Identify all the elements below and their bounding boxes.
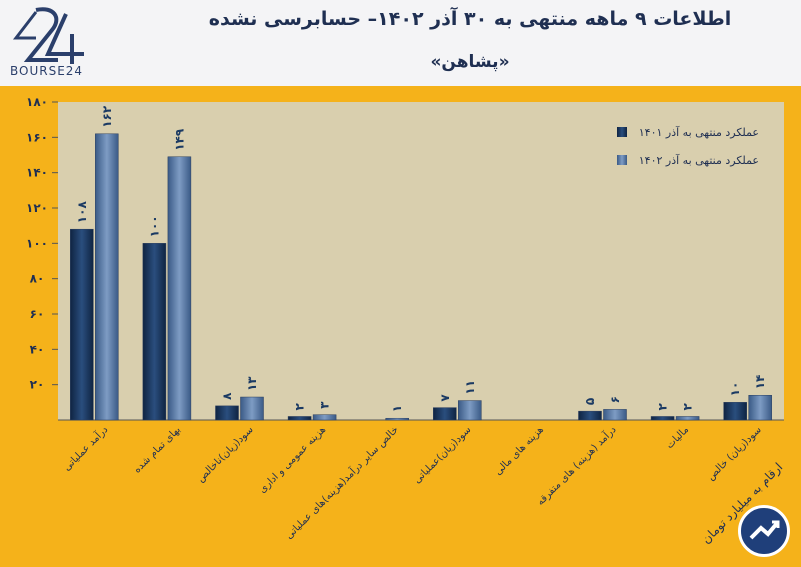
data-label: ۱۰ <box>728 382 742 397</box>
data-label: ۲ <box>656 402 670 410</box>
x-tick-label: هزینه های مالی <box>493 424 546 477</box>
x-tick-label: هزینه عمومی و اداری <box>257 424 328 495</box>
bar-1401 <box>723 402 747 421</box>
y-tick-label: ۴۰ <box>30 342 45 356</box>
chart-title: اطلاعات ۹ ماهه منتهی به ۳۰ آذر ۱۴۰۲– حسا… <box>208 8 732 30</box>
bar-1402 <box>167 156 192 421</box>
y-tick-label: ۸۰ <box>30 272 45 286</box>
y-tick-label: ۲۰ <box>30 378 45 392</box>
bar-1401 <box>70 228 94 421</box>
bar-1402 <box>95 133 119 421</box>
x-tick-label: سود(زیان) خالص <box>705 424 763 482</box>
bar-1402 <box>675 416 700 421</box>
y-tick-label: ۱۲۰ <box>26 201 48 215</box>
bar-1401 <box>287 416 312 421</box>
data-label: ۵ <box>583 398 597 405</box>
legend-swatch-1401 <box>617 127 627 137</box>
data-label: ۷ <box>438 394 452 402</box>
bar-1402 <box>458 400 482 421</box>
bar-1402 <box>603 409 627 421</box>
data-label: ۱ <box>390 405 404 412</box>
x-tick-label: درآمد (هزینه) های متفرقه <box>534 423 619 508</box>
y-tick-label: ۱۰۰ <box>26 236 48 250</box>
x-tick-label: سود(زیان)ناخالص <box>195 424 255 484</box>
data-label: ۲ <box>293 402 307 410</box>
bar-1402 <box>312 414 337 421</box>
plot-area <box>58 102 784 420</box>
bar-1401 <box>215 405 239 421</box>
data-label: ۱۳ <box>245 376 259 391</box>
y-tick-label: ۶۰ <box>30 307 45 321</box>
x-tick-label: خالص سایر درآمد(هزینه)های عملیاتی <box>282 423 401 542</box>
bar-1401 <box>578 410 602 421</box>
corner-logo-icon <box>738 505 790 557</box>
legend: عملکرد منتهی به آذر ۱۴۰۱ عملکرد منتهی به… <box>617 125 759 167</box>
bar-1401 <box>142 243 167 421</box>
data-label: ۲ <box>681 402 695 410</box>
data-label: ۶ <box>608 396 622 403</box>
bar-1402 <box>385 417 409 421</box>
bar-1402 <box>748 395 772 421</box>
data-label: ۱۱ <box>463 380 477 395</box>
y-tick-label: ۱۶۰ <box>26 130 48 144</box>
logo-text: BOURSE24 <box>10 64 84 78</box>
data-label: ۱۶۲ <box>100 105 114 128</box>
y-tick-label: ۱۴۰ <box>26 166 48 180</box>
bar-1402 <box>240 396 264 421</box>
data-label: ۳ <box>318 401 332 409</box>
bar-1401 <box>650 416 675 421</box>
y-tick-label: ۱۸۰ <box>26 95 48 109</box>
data-label: ۱۰۸ <box>75 201 89 224</box>
x-tick-label: بهای تمام شده <box>132 424 183 475</box>
x-tick-label: سود(زیان)عملیاتی <box>412 424 474 486</box>
legend-swatch-1402 <box>617 155 627 165</box>
data-label: ۱۴ <box>753 375 767 390</box>
bar-1401 <box>433 407 457 421</box>
company-name: «پشاهن» <box>430 52 510 72</box>
data-label: ۸ <box>220 392 234 400</box>
legend-label-1402: عملکرد منتهی به آذر ۱۴۰۲ <box>639 153 759 167</box>
x-tick-label: مالیات <box>664 424 691 451</box>
data-label: ۱۰۰ <box>147 215 161 237</box>
legend-label-1401: عملکرد منتهی به آذر ۱۴۰۱ <box>639 125 759 139</box>
x-tick-label: درآمد عملیاتی <box>60 423 110 473</box>
bourse24-logo-icon <box>12 7 84 64</box>
data-label: ۱۴۹ <box>172 128 186 151</box>
